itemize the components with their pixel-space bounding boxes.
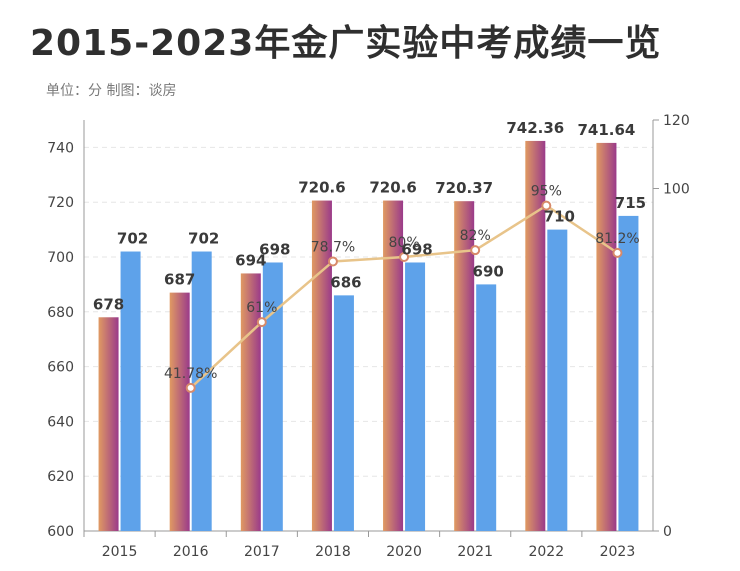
bar-b-value-label: 710 xyxy=(544,208,575,226)
y-left-tick-label: 680 xyxy=(47,305,74,321)
y-right-tick-label: 0 xyxy=(663,524,672,540)
bar-a-value-label: 741.64 xyxy=(577,121,635,139)
bar-series-a xyxy=(98,317,119,531)
bar-series-b xyxy=(191,251,212,531)
bar-series-a xyxy=(311,200,332,531)
y-left-tick-label: 660 xyxy=(47,360,74,376)
bar-b-value-label: 698 xyxy=(259,240,290,258)
rate-value-label: 95% xyxy=(531,184,562,200)
x-tick-label: 2023 xyxy=(600,544,636,560)
data-labels: 678702687702694698720.6686720.6698720.37… xyxy=(93,119,646,382)
bar-a-value-label: 687 xyxy=(164,271,195,289)
bar-b-value-label: 715 xyxy=(615,194,646,212)
y-left-tick-label: 720 xyxy=(47,195,74,211)
bars xyxy=(98,140,639,531)
bar-a-value-label: 720.37 xyxy=(435,179,493,197)
chart-subtitle: 单位：分 制图：谈房 xyxy=(46,83,177,99)
rate-value-label: 78.7% xyxy=(311,239,355,255)
bar-a-value-label: 720.6 xyxy=(369,179,416,197)
bar-b-value-label: 690 xyxy=(473,262,504,280)
bar-b-value-label: 702 xyxy=(117,230,148,248)
bar-series-a xyxy=(596,142,617,531)
bar-b-value-label: 686 xyxy=(330,273,361,291)
axes: 600 620 640 660 680 700 720 740 0 100 120 2015 2016 2… xyxy=(47,113,689,560)
bar-b-value-label: 698 xyxy=(401,240,432,258)
y-left-tick-label: 620 xyxy=(47,469,74,485)
x-tick-label: 2015 xyxy=(102,544,138,560)
rate-point xyxy=(612,247,623,258)
bar-series-a xyxy=(454,201,475,531)
x-tick-label: 2016 xyxy=(173,544,209,560)
rate-point xyxy=(470,245,481,256)
rate-point xyxy=(541,200,552,211)
bar-series-a xyxy=(169,292,190,531)
y-left-tick-label: 640 xyxy=(47,414,74,430)
rate-point xyxy=(185,382,196,393)
y-left-tick-label: 700 xyxy=(47,250,74,266)
y-right-tick-label: 100 xyxy=(663,182,690,198)
rate-point xyxy=(327,256,338,267)
x-tick-label: 2022 xyxy=(528,544,564,560)
rate-value-label: 41.78% xyxy=(164,366,217,382)
x-tick-label: 2018 xyxy=(315,544,351,560)
bar-a-value-label: 678 xyxy=(93,295,124,313)
y-left-tick-label: 600 xyxy=(47,524,74,540)
x-tick-label: 2017 xyxy=(244,544,280,560)
rate-value-label: 81.2% xyxy=(595,231,639,247)
y-left-tick-label: 740 xyxy=(47,140,74,156)
bar-series-b xyxy=(262,262,283,531)
bar-series-b xyxy=(547,229,568,531)
x-tick-label: 2021 xyxy=(457,544,493,560)
bar-series-b xyxy=(476,284,497,531)
y-right-tick-label: 120 xyxy=(663,113,690,129)
bar-b-value-label: 702 xyxy=(188,230,219,248)
bar-a-value-label: 694 xyxy=(235,251,266,269)
bar-series-b xyxy=(618,215,639,531)
bar-series-a xyxy=(525,140,546,531)
rate-value-label: 80% xyxy=(389,235,420,251)
bar-series-b xyxy=(405,262,426,531)
bar-series-b xyxy=(333,295,354,531)
bar-a-value-label: 742.36 xyxy=(506,119,564,137)
bar-a-value-label: 720.6 xyxy=(298,179,345,197)
rate-value-label: 82% xyxy=(460,228,491,244)
rate-line xyxy=(185,200,623,393)
rate-value-label: 61% xyxy=(246,300,277,316)
rate-point xyxy=(256,317,267,328)
rate-point xyxy=(399,252,410,262)
chart-title: 2015-2023年金广实验中考成绩一览 xyxy=(30,23,662,64)
bar-series-b xyxy=(120,251,141,531)
bar-series-a xyxy=(383,200,404,531)
x-tick-label: 2020 xyxy=(386,544,422,560)
grid-lines xyxy=(84,146,653,477)
